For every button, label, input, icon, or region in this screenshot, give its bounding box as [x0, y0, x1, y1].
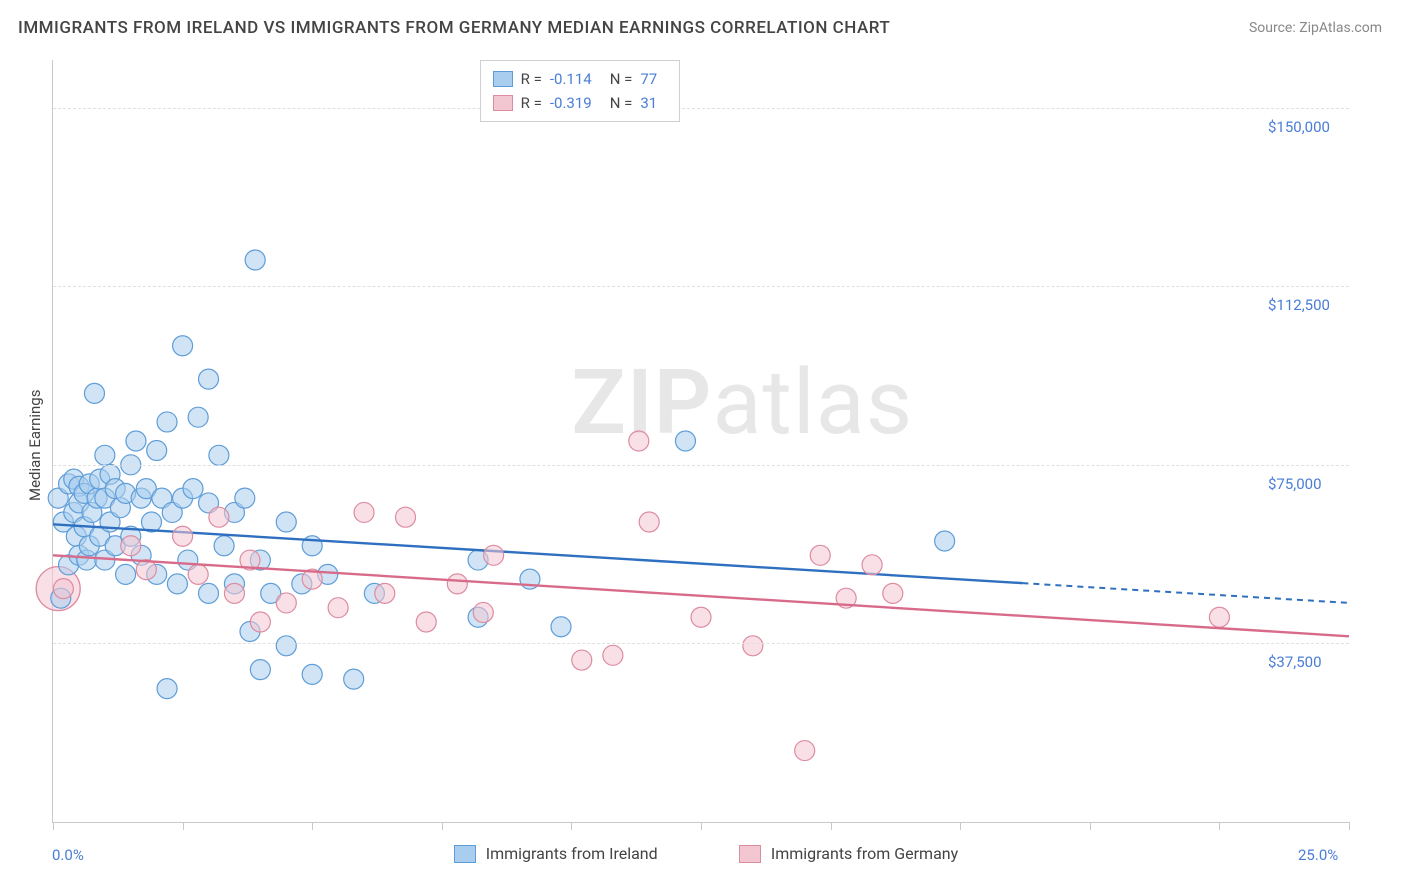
- series-name-germany: Immigrants from Germany: [771, 844, 958, 863]
- grid-line: [53, 286, 1349, 287]
- r-label: R =: [521, 67, 542, 91]
- correlation-legend: R = -0.114 N = 77 R = -0.319 N = 31: [480, 60, 681, 122]
- legend-row-ireland: R = -0.114 N = 77: [493, 67, 668, 91]
- bottom-legend-germany: Immigrants from Germany: [739, 844, 958, 863]
- x-tick: [831, 822, 832, 830]
- x-tick: [53, 822, 54, 830]
- y-tick-label: $75,000: [1268, 475, 1322, 493]
- x-tick: [183, 822, 184, 830]
- r-value-germany: -0.319: [550, 91, 592, 115]
- y-tick-label: $150,000: [1268, 118, 1330, 136]
- y-tick-label: $37,500: [1268, 653, 1322, 671]
- swatch-germany: [493, 95, 513, 111]
- n-label: N =: [610, 67, 633, 91]
- y-tick-label: $112,500: [1268, 296, 1330, 314]
- series-name-ireland: Immigrants from Ireland: [486, 844, 658, 863]
- chart-title: IMMIGRANTS FROM IRELAND VS IMMIGRANTS FR…: [18, 18, 890, 38]
- swatch-ireland: [454, 845, 476, 863]
- r-label: R =: [521, 91, 542, 115]
- legend-row-germany: R = -0.319 N = 31: [493, 91, 668, 115]
- bottom-legend-ireland: Immigrants from Ireland: [454, 844, 658, 863]
- r-value-ireland: -0.114: [550, 67, 592, 91]
- grid-line: [53, 465, 1349, 466]
- y-axis-label: Median Earnings: [26, 390, 44, 501]
- n-value-ireland: 77: [640, 67, 657, 91]
- swatch-ireland: [493, 71, 513, 87]
- x-tick: [1349, 822, 1350, 830]
- x-min-label: 0.0%: [52, 846, 84, 864]
- grid-line: [53, 643, 1349, 644]
- source-attribution: Source: ZipAtlas.com: [1249, 20, 1382, 36]
- x-tick: [701, 822, 702, 830]
- n-label: N =: [610, 91, 633, 115]
- x-tick: [960, 822, 961, 830]
- chart-svg: [53, 60, 1349, 822]
- plot-area: ZIPatlas: [52, 60, 1349, 823]
- x-max-label: 25.0%: [1298, 846, 1338, 864]
- x-tick: [571, 822, 572, 830]
- x-tick: [1219, 822, 1220, 830]
- x-tick: [1090, 822, 1091, 830]
- n-value-germany: 31: [640, 91, 657, 115]
- x-tick: [442, 822, 443, 830]
- swatch-germany: [739, 845, 761, 863]
- x-tick: [312, 822, 313, 830]
- grid-line: [53, 108, 1349, 109]
